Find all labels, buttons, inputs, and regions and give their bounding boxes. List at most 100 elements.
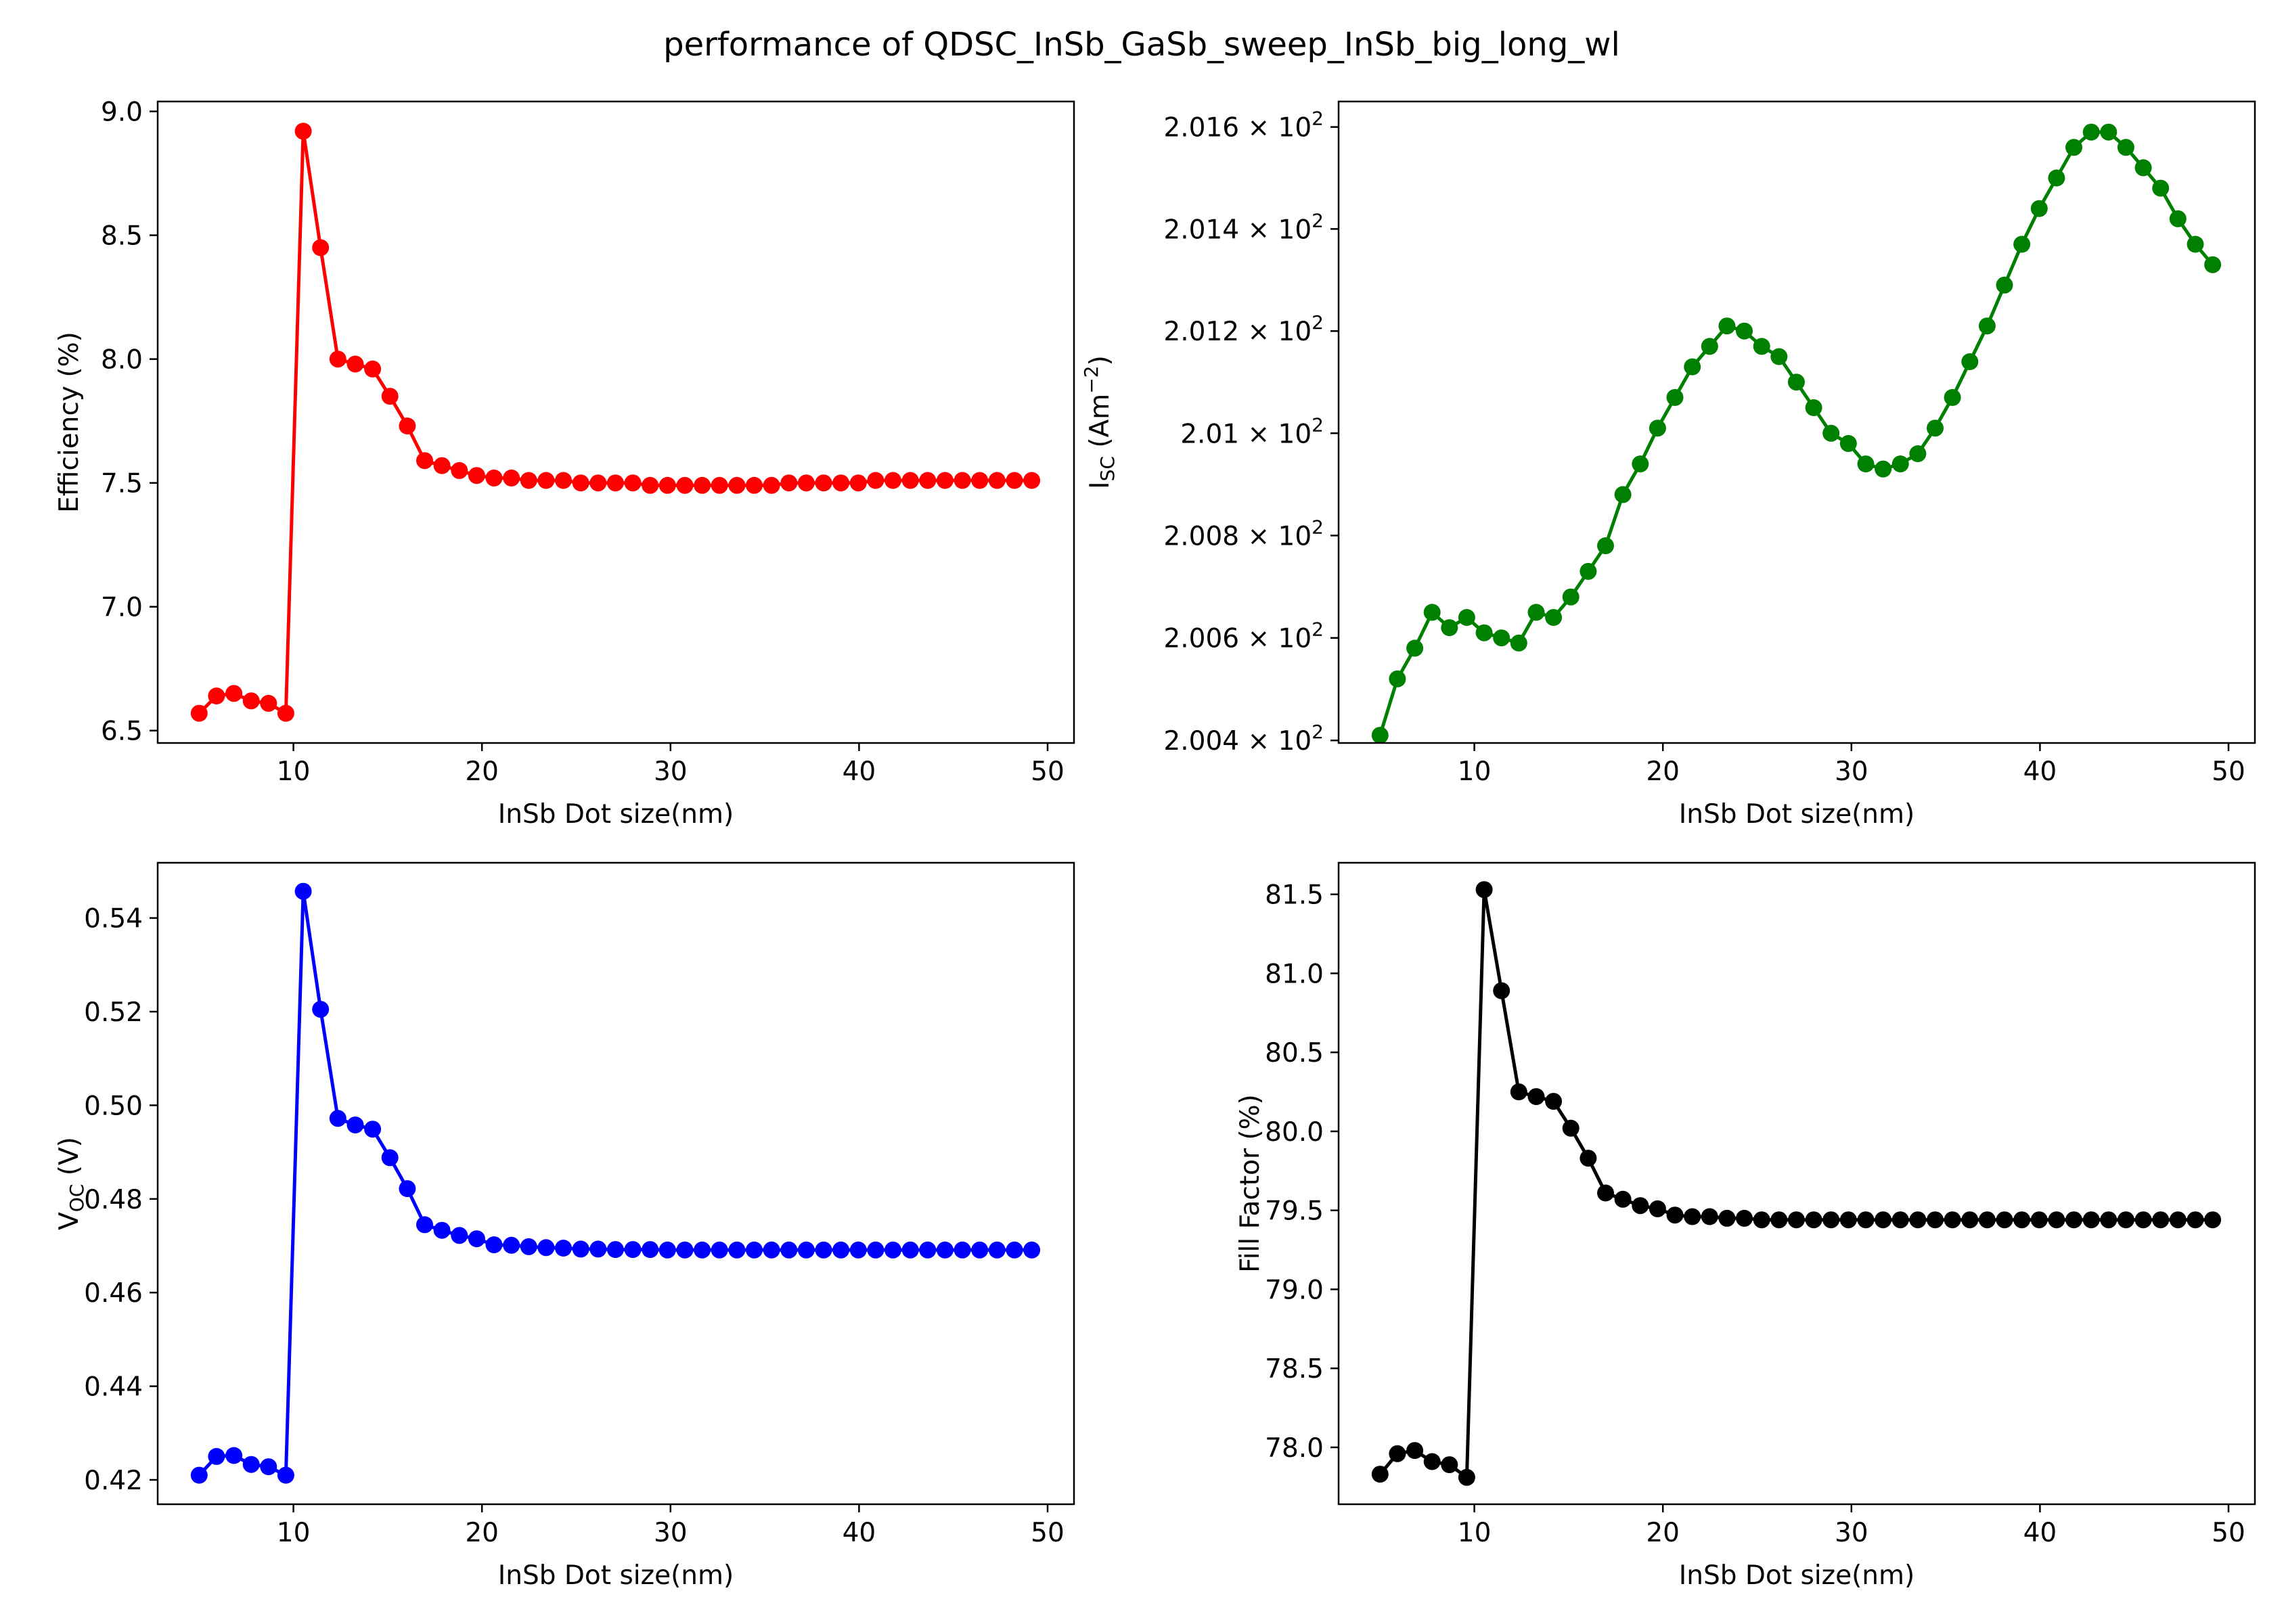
data-point xyxy=(537,472,555,489)
x-tick-label: 30 xyxy=(654,757,688,787)
data-point xyxy=(1493,982,1510,999)
data-point xyxy=(1927,420,1944,437)
data-point xyxy=(1805,399,1822,416)
y-label-symbol: I xyxy=(1085,481,1115,489)
x-axis-label: InSb Dot size(nm) xyxy=(1679,1560,1914,1591)
data-point xyxy=(1684,358,1701,376)
data-point xyxy=(1580,562,1597,580)
data-point xyxy=(849,1241,867,1259)
data-point xyxy=(954,472,971,489)
data-point xyxy=(1944,1211,1961,1229)
data-point xyxy=(1023,472,1041,489)
data-point xyxy=(1684,1208,1701,1225)
x-tick-label: 40 xyxy=(2023,757,2057,787)
data-point xyxy=(694,476,711,494)
data-point xyxy=(1666,388,1684,406)
data-point xyxy=(329,351,346,368)
x-tick-label: 50 xyxy=(2212,1518,2245,1548)
data-point xyxy=(1562,588,1580,606)
x-tick-label: 10 xyxy=(277,1518,311,1548)
data-point xyxy=(2169,210,2187,227)
y-tick-mantissa: 2.008 × 10 xyxy=(1163,521,1312,551)
data-point xyxy=(2204,1211,2222,1229)
y-tick-label: 2.01 × 102 xyxy=(1180,413,1324,449)
x-tick-label: 10 xyxy=(1458,757,1492,787)
data-point xyxy=(763,1241,780,1259)
data-point xyxy=(1822,1211,1840,1229)
data-point xyxy=(1701,338,1718,355)
data-point xyxy=(1753,338,1770,355)
data-point xyxy=(624,474,642,492)
data-point xyxy=(988,1241,1006,1259)
data-point xyxy=(1770,348,1788,365)
data-point xyxy=(885,472,901,489)
y-tick-exponent: 2 xyxy=(1312,311,1324,334)
data-point xyxy=(901,1241,919,1259)
x-tick-label: 30 xyxy=(1835,1518,1868,1548)
y-tick-label: 79.5 xyxy=(1265,1196,1324,1227)
data-point xyxy=(728,476,746,494)
data-point xyxy=(1597,537,1614,554)
data-point xyxy=(190,1466,208,1484)
data-point xyxy=(832,474,850,492)
data-point xyxy=(1718,317,1736,335)
data-point xyxy=(1787,1211,1805,1229)
figure-title: performance of QDSC_InSb_GaSb_sweep_InSb… xyxy=(663,26,1620,64)
data-point xyxy=(1961,353,1979,370)
data-point xyxy=(468,1230,485,1248)
x-tick-label: 20 xyxy=(1646,1518,1680,1548)
y-tick-label: 0.48 xyxy=(84,1185,143,1215)
data-point xyxy=(416,452,433,470)
plot-frame xyxy=(1337,100,2256,744)
data-point xyxy=(277,704,294,722)
y-tick-exponent: 2 xyxy=(1312,516,1324,538)
data-point xyxy=(1510,634,1527,652)
chart-panels: 10 20 30 40 50 6.5 7.0 7.5 8.0 8.5 9.0 InSb Dot siz… xyxy=(54,97,2256,1591)
y-tick-label: 80.5 xyxy=(1265,1038,1324,1068)
data-point xyxy=(468,467,485,484)
chart-voc: 10 20 30 40 50 0.42 0.44 0.46 0.48 0.50 0.52 0.54 In… xyxy=(54,861,1075,1591)
data-point xyxy=(1875,460,1892,478)
data-point xyxy=(1875,1211,1892,1229)
y-tick-label: 0.46 xyxy=(84,1278,143,1309)
data-point xyxy=(711,476,728,494)
data-point xyxy=(1996,1211,2013,1229)
data-point xyxy=(936,1241,954,1259)
data-point xyxy=(1909,1211,1927,1229)
data-point xyxy=(1023,1241,1041,1259)
data-point xyxy=(225,685,243,702)
y-tick-label: 78.0 xyxy=(1265,1433,1324,1464)
data-point xyxy=(555,1240,572,1257)
data-point xyxy=(572,1240,589,1258)
y-tick-exponent: 2 xyxy=(1312,413,1324,436)
y-tick-label: 2.004 × 102 xyxy=(1163,721,1324,757)
data-point xyxy=(815,1241,832,1259)
data-point xyxy=(1545,1093,1563,1110)
data-point xyxy=(1805,1211,1822,1229)
data-point xyxy=(1701,1208,1718,1225)
y-tick-label: 81.5 xyxy=(1265,880,1324,911)
data-point xyxy=(364,360,382,378)
y-tick-label: 2.016 × 102 xyxy=(1163,108,1324,143)
data-point xyxy=(520,1238,537,1255)
y-tick-label: 8.5 xyxy=(101,221,143,252)
y-tick-mantissa: 2.014 × 10 xyxy=(1163,215,1312,245)
x-tick-label: 30 xyxy=(1835,757,1868,787)
data-point xyxy=(1891,455,1909,473)
x-tick-label: 20 xyxy=(465,757,499,787)
y-tick-exponent: 2 xyxy=(1312,108,1324,130)
data-point xyxy=(797,1241,815,1259)
data-point xyxy=(849,474,867,492)
data-point xyxy=(2030,1211,2048,1229)
y-tick-label: 2.012 × 102 xyxy=(1163,311,1324,347)
x-tick-label: 10 xyxy=(277,757,311,787)
data-point xyxy=(1996,276,2013,294)
data-point xyxy=(364,1121,382,1138)
data-point xyxy=(485,1236,503,1254)
plot-frame xyxy=(1337,861,2256,1506)
y-label-unit: (Am xyxy=(1085,394,1115,456)
data-point xyxy=(433,457,451,474)
plot-frame xyxy=(156,861,1075,1506)
data-point xyxy=(711,1241,728,1259)
data-point xyxy=(208,687,225,704)
